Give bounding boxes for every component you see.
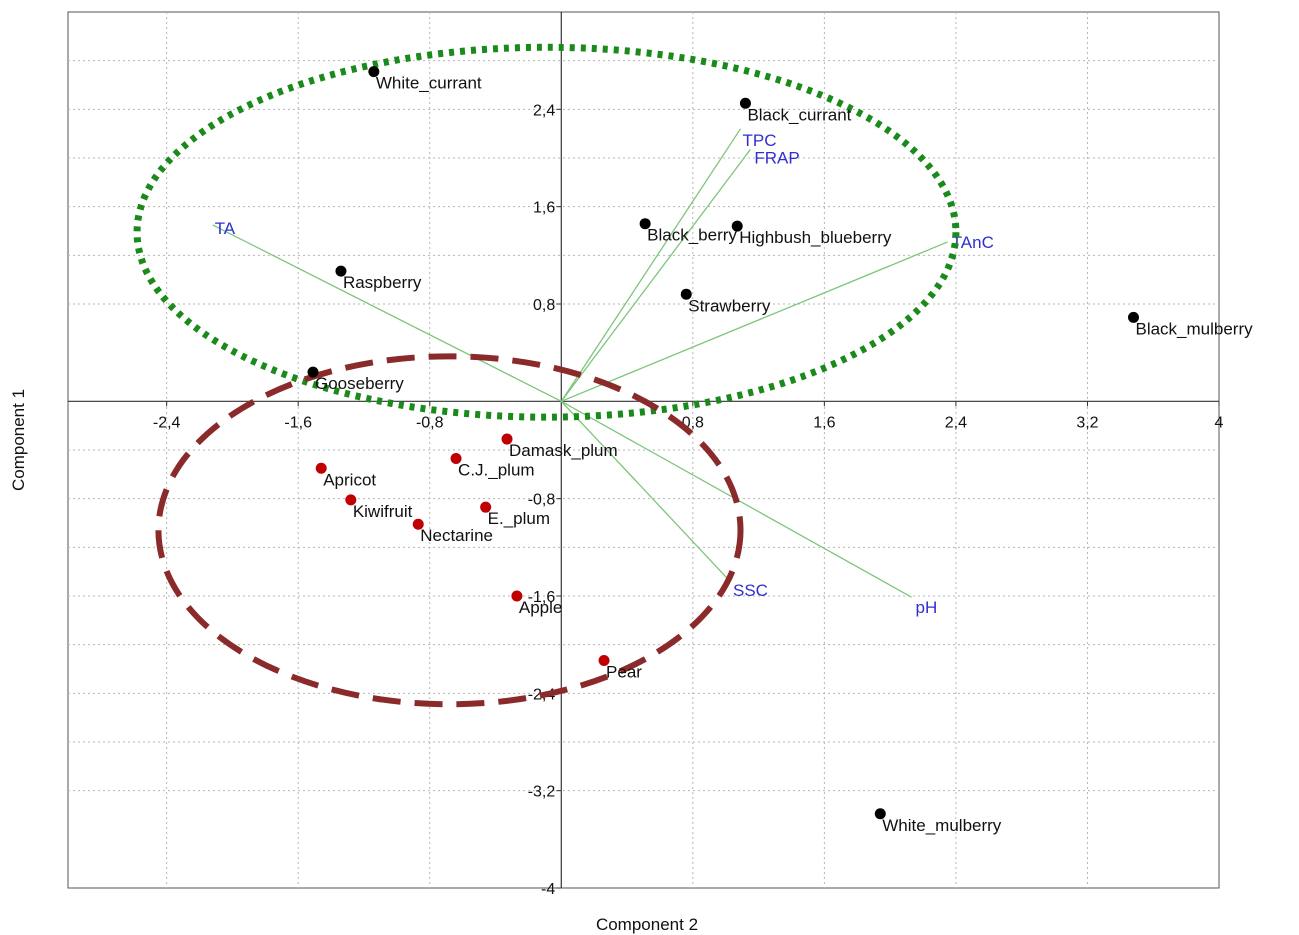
data-point [680, 288, 692, 300]
loading-label: TPC [743, 131, 777, 150]
y-axis-title: Component 1 [9, 389, 28, 491]
data-point [307, 366, 319, 378]
loading-label: SSC [733, 581, 768, 600]
point-label: Black_currant [747, 105, 851, 124]
loading-label: pH [916, 598, 938, 617]
point-label: C.J._plum [458, 461, 535, 480]
loading-label: TAnC [952, 233, 994, 252]
data-point [368, 66, 380, 78]
y-tick-label: 0,8 [533, 297, 555, 314]
point-label: Kiwifruit [353, 502, 413, 521]
point-label: White_currant [376, 74, 482, 93]
x-tick-label: 2,4 [945, 414, 967, 431]
loading-vector [560, 400, 730, 581]
point-label: Black_mulberry [1135, 319, 1253, 338]
group-ellipse-b [155, 353, 744, 708]
data-point [412, 518, 424, 530]
loading-vector [560, 149, 751, 402]
x-tick-label: 3,2 [1076, 414, 1098, 431]
x-tick-label: 1,6 [813, 414, 835, 431]
point-label: E._plum [488, 509, 550, 528]
data-point [480, 501, 492, 513]
data-point [345, 494, 357, 506]
x-tick-label: -1,6 [284, 414, 312, 431]
point-label: Gooseberry [315, 374, 404, 393]
loading-vector [560, 128, 742, 402]
group-ellipse-a [133, 43, 960, 421]
point-label: White_mulberry [882, 816, 1002, 835]
data-point [598, 654, 610, 666]
loading-vector [561, 241, 948, 402]
x-tick-label: -2,4 [153, 414, 181, 431]
y-tick-label: 1,6 [533, 200, 555, 217]
x-tick-label: -0,8 [416, 414, 444, 431]
x-axis-title: Component 2 [596, 915, 698, 934]
data-point [739, 97, 751, 109]
y-tick-label: -0,8 [528, 492, 556, 509]
point-label: Black_berry [647, 226, 737, 245]
data-point [501, 433, 513, 445]
x-tick-label: 4 [1215, 414, 1224, 431]
data-point [335, 265, 347, 277]
data-point [731, 220, 743, 232]
point-label: Raspberry [343, 273, 422, 292]
point-label: Strawberry [688, 296, 771, 315]
data-point [450, 453, 462, 465]
point-label: Apricot [323, 470, 376, 489]
data-point [315, 462, 327, 474]
loading-label: TA [215, 219, 236, 238]
loading-vector [212, 224, 562, 402]
point-label: Pear [606, 662, 642, 681]
data-point [874, 808, 886, 820]
y-tick-label: -1,6 [528, 589, 556, 606]
point-label: Damask_plum [509, 441, 618, 460]
data-point [639, 218, 651, 230]
y-tick-label: 2,4 [533, 102, 555, 119]
point-label: Highbush_blueberry [739, 228, 892, 247]
loading-label: FRAP [754, 148, 799, 167]
point-label: Apple [519, 598, 562, 617]
y-tick-label: -4 [541, 881, 555, 898]
data-point [1127, 311, 1139, 323]
point-label: Nectarine [420, 526, 493, 545]
data-point [511, 590, 523, 602]
y-tick-label: -3,2 [528, 784, 556, 801]
